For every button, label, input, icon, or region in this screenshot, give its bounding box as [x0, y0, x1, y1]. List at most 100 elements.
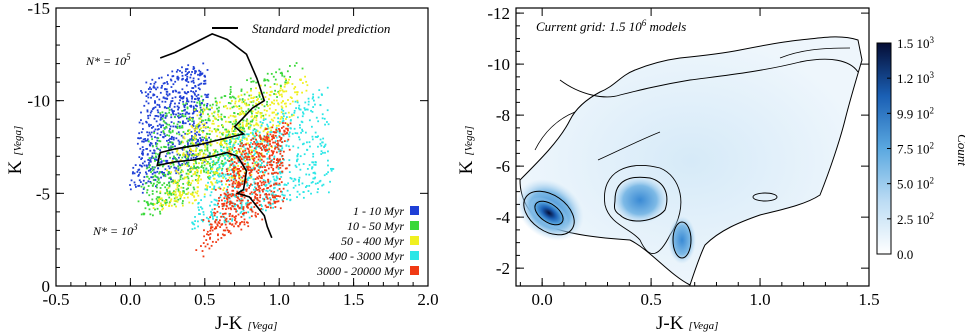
data-point — [166, 91, 168, 93]
data-point — [242, 125, 244, 127]
data-point — [219, 143, 221, 145]
data-point — [132, 167, 134, 169]
data-point — [186, 156, 188, 158]
data-point — [178, 188, 180, 190]
data-point — [284, 81, 286, 83]
data-point — [212, 161, 214, 163]
data-point — [158, 179, 160, 181]
data-point — [189, 148, 191, 150]
data-point — [304, 109, 306, 111]
data-point — [229, 148, 231, 150]
data-point — [178, 153, 180, 155]
data-point — [191, 101, 193, 103]
data-point — [148, 124, 150, 126]
data-point — [161, 184, 163, 186]
data-point — [167, 152, 169, 154]
data-point — [188, 173, 190, 175]
data-point — [169, 203, 171, 205]
data-point — [140, 112, 142, 114]
data-point — [312, 106, 314, 108]
data-point — [320, 153, 322, 155]
data-point — [265, 190, 267, 192]
data-point — [175, 181, 177, 183]
data-point — [175, 189, 177, 191]
data-point — [259, 96, 261, 98]
data-point — [148, 125, 150, 127]
data-point — [151, 110, 153, 112]
data-point — [253, 118, 255, 120]
data-point — [230, 91, 232, 93]
data-point — [148, 178, 150, 180]
data-point — [211, 131, 213, 133]
data-point — [149, 169, 151, 171]
data-point — [249, 152, 251, 154]
data-point — [253, 192, 255, 194]
data-point — [302, 130, 304, 132]
data-point — [312, 94, 314, 96]
data-point — [244, 137, 246, 139]
data-point — [238, 138, 240, 140]
data-point — [177, 183, 179, 185]
data-point — [234, 178, 236, 180]
data-point — [265, 118, 267, 120]
data-point — [263, 161, 265, 163]
data-point — [194, 130, 196, 132]
data-point — [234, 128, 236, 130]
data-point — [318, 89, 320, 91]
data-point — [217, 125, 219, 127]
data-point — [143, 149, 145, 151]
data-point — [157, 137, 159, 139]
data-point — [245, 103, 247, 105]
data-point — [232, 202, 234, 204]
data-point — [193, 107, 195, 109]
data-point — [146, 131, 148, 133]
data-point — [250, 81, 252, 83]
data-point — [269, 115, 271, 117]
data-point — [271, 139, 273, 141]
data-point — [295, 132, 297, 134]
data-point — [327, 160, 329, 162]
data-point — [170, 178, 172, 180]
data-point — [220, 142, 222, 144]
data-point — [211, 188, 213, 190]
data-point — [155, 129, 157, 131]
data-point — [146, 176, 148, 178]
data-point — [246, 159, 248, 161]
data-point — [324, 174, 326, 176]
data-point — [163, 175, 165, 177]
data-point — [322, 113, 324, 115]
data-point — [248, 187, 250, 189]
data-point — [241, 177, 243, 179]
data-point — [209, 133, 211, 135]
data-point — [188, 202, 190, 204]
data-point — [151, 138, 153, 140]
data-point — [234, 203, 236, 205]
data-point — [242, 181, 244, 183]
data-point — [168, 112, 170, 114]
data-point — [194, 227, 196, 229]
data-point — [285, 112, 287, 114]
data-point — [188, 184, 190, 186]
data-point — [247, 204, 249, 206]
data-point — [282, 100, 284, 102]
data-point — [211, 214, 213, 216]
data-point — [147, 94, 149, 96]
data-point — [262, 209, 264, 211]
data-point — [163, 127, 165, 129]
data-point — [289, 103, 291, 105]
data-point — [177, 79, 179, 81]
data-point — [171, 142, 173, 144]
data-point — [145, 82, 147, 84]
data-point — [302, 183, 304, 185]
legend-label: 10 - 50 Myr — [347, 219, 404, 233]
data-point — [199, 111, 201, 113]
data-point — [171, 205, 173, 207]
data-point — [221, 172, 223, 174]
data-point — [207, 113, 209, 115]
data-point — [283, 197, 285, 199]
data-point — [280, 138, 282, 140]
data-point — [283, 120, 285, 122]
data-point — [256, 115, 258, 117]
data-point — [202, 123, 204, 125]
data-point — [217, 239, 219, 241]
